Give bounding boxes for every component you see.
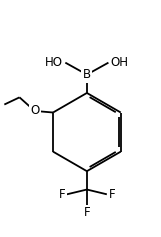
- Text: F: F: [59, 188, 65, 201]
- Text: O: O: [30, 105, 39, 117]
- Text: HO: HO: [45, 56, 63, 69]
- Text: OH: OH: [111, 56, 129, 69]
- Text: F: F: [108, 188, 115, 201]
- Text: F: F: [84, 206, 90, 219]
- Text: B: B: [83, 68, 91, 81]
